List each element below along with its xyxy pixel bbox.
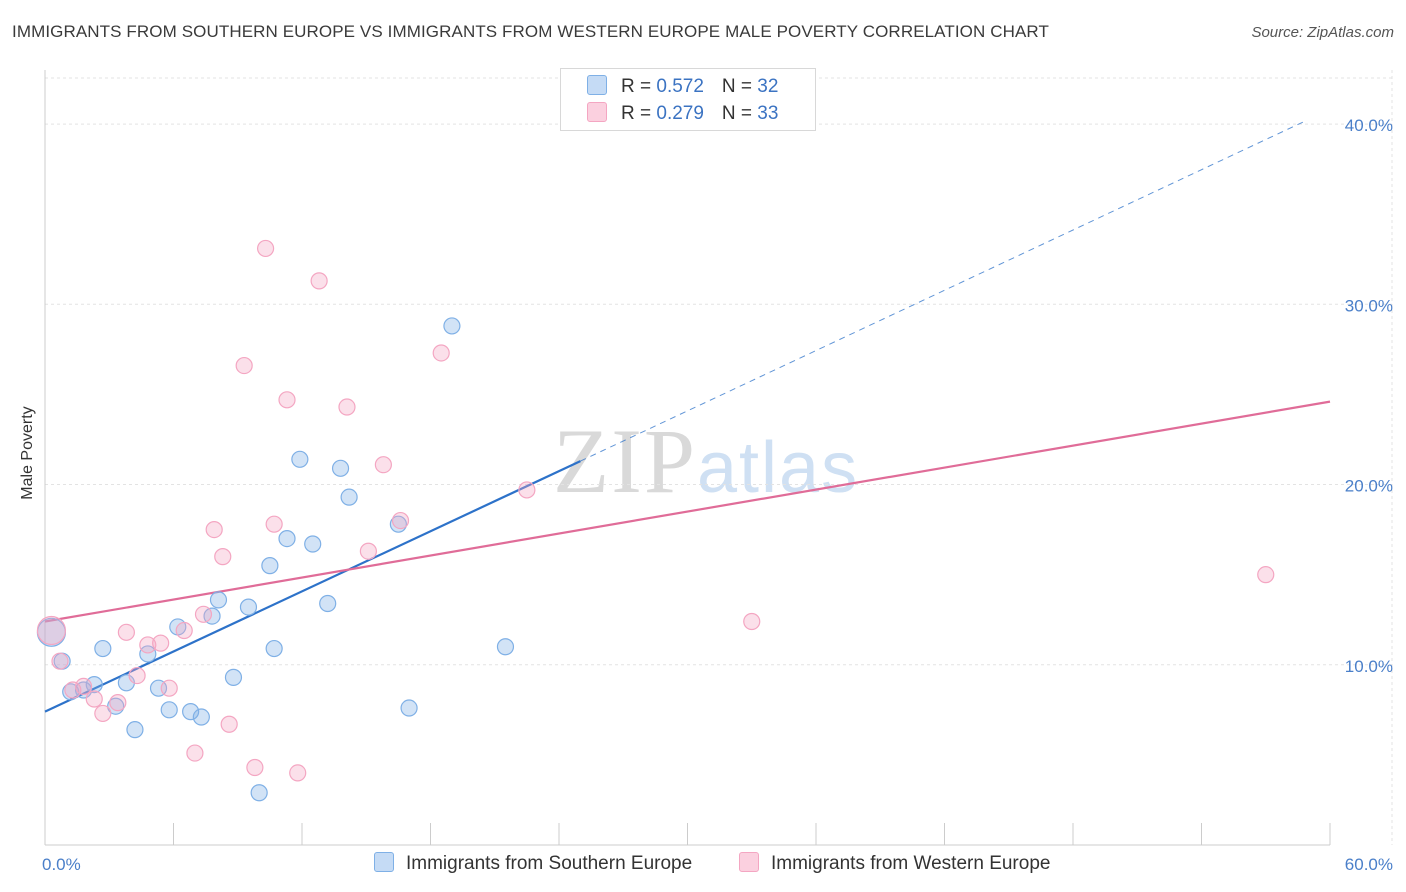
- point-western: [246, 758, 264, 777]
- point-western: [374, 456, 392, 474]
- point-western: [139, 636, 157, 654]
- point-western: [74, 677, 93, 695]
- trend-line-extension-0: [580, 120, 1307, 462]
- legend-swatch-southern: [587, 75, 607, 95]
- point-southern: [250, 784, 268, 802]
- point-southern: [182, 703, 200, 721]
- tick-labels: 10.0% 20.0% 30.0% 40.0% 0.0% 60.0%: [42, 116, 1393, 874]
- point-western: [391, 511, 410, 530]
- point-southern: [94, 639, 112, 658]
- point-southern: [139, 645, 157, 663]
- bottom-legend-swatch-southern: [374, 852, 394, 872]
- point-southern: [239, 598, 258, 616]
- point-western: [94, 704, 112, 723]
- bottom-legend-swatch-western: [739, 852, 759, 872]
- legend-r-value-western: 0.279: [656, 103, 704, 124]
- point-western: [152, 634, 170, 652]
- legend-n-value-western: 33: [757, 103, 779, 124]
- point-western: [117, 623, 135, 641]
- point-western: [85, 690, 103, 708]
- point-western: [109, 694, 127, 712]
- legend-r-value-southern: 0.572: [656, 76, 704, 97]
- trend-line-0: [44, 460, 581, 713]
- point-southern: [278, 530, 296, 548]
- legend-n-label: N =: [721, 76, 758, 97]
- trend-line-1: [44, 400, 1331, 623]
- point-southern: [160, 701, 178, 719]
- data-points: [36, 239, 1275, 802]
- bottom-legend-southern: Immigrants from Southern Europe: [374, 852, 692, 875]
- y-tick-label: 40.0%: [1345, 116, 1393, 135]
- point-southern: [203, 607, 221, 625]
- point-western: [432, 344, 450, 362]
- point-western: [64, 681, 82, 699]
- point-western: [235, 356, 253, 375]
- point-western: [743, 612, 761, 631]
- point-western: [1257, 566, 1275, 584]
- legend-row-western: R = 0.279 N = 33: [587, 102, 778, 124]
- point-western: [194, 605, 213, 623]
- point-southern: [209, 591, 228, 609]
- chart-source: Source: ZipAtlas.com: [1251, 24, 1394, 41]
- point-western: [186, 744, 204, 762]
- point-southern: [192, 708, 210, 726]
- point-western: [518, 481, 536, 499]
- point-southern: [85, 675, 103, 694]
- point-western: [265, 515, 283, 533]
- legend-n-label: N =: [721, 103, 758, 124]
- legend-r-label: R =: [621, 76, 657, 97]
- y-tick-label: 10.0%: [1345, 657, 1393, 676]
- point-southern: [340, 488, 358, 506]
- point-western: [160, 679, 178, 697]
- point-western: [338, 398, 356, 416]
- point-western: [214, 548, 232, 566]
- point-western: [256, 239, 275, 258]
- point-southern: [331, 459, 350, 477]
- point-southern: [496, 638, 515, 656]
- point-southern: [304, 535, 322, 553]
- point-southern: [224, 668, 243, 686]
- gridlines: [45, 70, 1393, 845]
- bottom-legend-western: Immigrants from Western Europe: [739, 852, 1050, 875]
- point-western: [220, 715, 238, 733]
- trend-lines: [44, 120, 1331, 713]
- correlation-legend: R = 0.572 N = 32 R = 0.279 N = 33: [560, 68, 816, 131]
- point-western: [278, 391, 296, 409]
- point-southern: [319, 594, 337, 613]
- bottom-legend-label-western: Immigrants from Western Europe: [771, 853, 1051, 874]
- point-western: [289, 764, 307, 782]
- legend-swatch-western: [587, 102, 607, 122]
- point-western: [359, 542, 377, 560]
- y-tick-label: 30.0%: [1345, 296, 1393, 315]
- point-southern: [400, 699, 418, 717]
- point-southern: [261, 557, 279, 575]
- chart-title: IMMIGRANTS FROM SOUTHERN EUROPE VS IMMIG…: [12, 22, 1049, 41]
- point-western: [128, 666, 146, 685]
- point-western: [36, 615, 67, 646]
- legend-row-southern: R = 0.572 N = 32: [587, 75, 778, 97]
- y-tick-label: 20.0%: [1345, 477, 1393, 496]
- point-western: [310, 272, 328, 290]
- point-western: [175, 621, 193, 640]
- legend-r-label: R =: [621, 103, 657, 124]
- point-western: [205, 520, 223, 539]
- legend-n-value-southern: 32: [757, 76, 779, 97]
- x-tick-label: 60.0%: [1345, 855, 1393, 874]
- point-southern: [126, 721, 144, 739]
- point-southern: [265, 639, 283, 658]
- point-southern: [443, 317, 461, 335]
- point-western: [51, 652, 69, 670]
- axes: [44, 70, 1331, 846]
- x-tick-label: 0.0%: [42, 855, 81, 874]
- point-southern: [291, 450, 309, 468]
- bottom-legend-label-southern: Immigrants from Southern Europe: [406, 853, 693, 874]
